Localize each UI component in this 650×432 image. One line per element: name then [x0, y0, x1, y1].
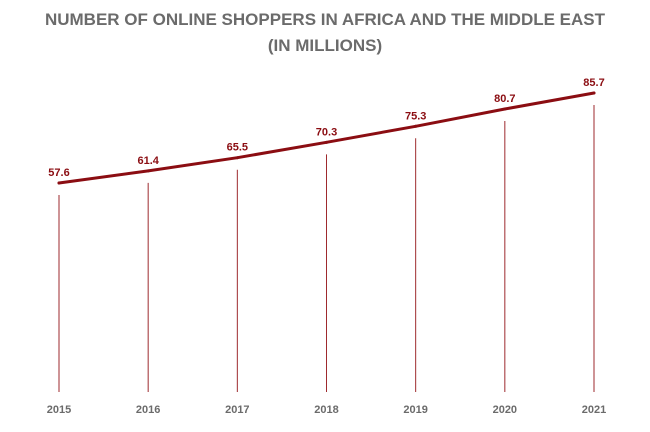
chart-title-line-2: (IN MILLIONS) — [267, 36, 383, 55]
data-label-2017: 65.5 — [227, 142, 248, 154]
chart-title-line-1: NUMBER OF ONLINE SHOPPERS IN AFRICA AND … — [44, 10, 606, 29]
x-tick-label-2021: 2021 — [582, 404, 606, 416]
data-point-2016 — [146, 169, 150, 173]
data-label-2018: 70.3 — [316, 126, 337, 138]
data-label-2019: 75.3 — [405, 110, 426, 122]
x-tick-label-2020: 2020 — [493, 404, 517, 416]
data-point-2017 — [235, 156, 239, 160]
drop-lines — [58, 105, 595, 392]
data-label-2021: 85.7 — [583, 77, 604, 89]
data-point-2018 — [325, 140, 328, 144]
data-point-2021 — [592, 91, 596, 95]
data-label-2015: 57.6 — [48, 167, 69, 179]
data-label-2016: 61.4 — [137, 155, 159, 167]
data-point-2020 — [503, 107, 507, 111]
x-tick-label-2017: 2017 — [225, 404, 249, 416]
x-tick-label-2016: 2016 — [136, 404, 160, 416]
data-point-2019 — [414, 124, 418, 128]
data-labels: 57.6 61.4 65.5 70.3 75.3 80.7 85.7 — [48, 77, 604, 179]
x-tick-label-2018: 2018 — [314, 404, 338, 416]
series-line-group — [57, 91, 596, 185]
x-tick-label-2015: 2015 — [47, 404, 71, 416]
x-tick-label-2019: 2019 — [403, 404, 427, 416]
x-axis-tick-labels: 2015 2016 2017 2018 2019 2020 2021 — [47, 404, 606, 416]
data-point-2015 — [57, 181, 61, 185]
data-label-2020: 80.7 — [494, 93, 515, 105]
